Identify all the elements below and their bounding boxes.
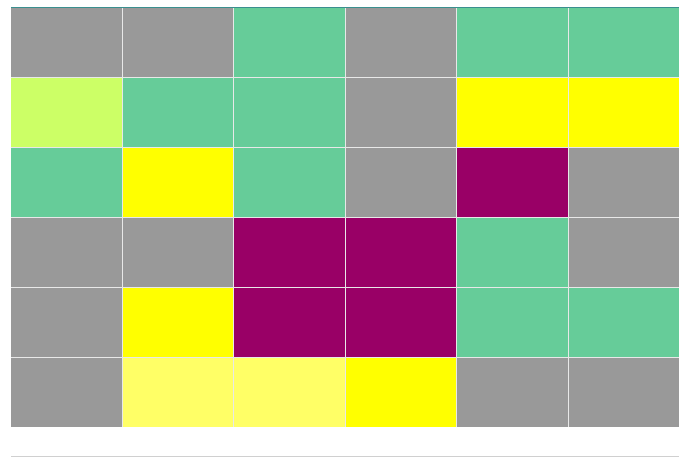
board-cell[interactable] xyxy=(234,288,345,357)
board-cell[interactable] xyxy=(345,8,456,77)
board-cell[interactable] xyxy=(234,358,345,427)
board-cell[interactable] xyxy=(11,358,122,427)
board-cell[interactable] xyxy=(345,288,456,357)
board-cell[interactable] xyxy=(122,148,233,217)
divider xyxy=(11,456,679,457)
board-cell[interactable] xyxy=(11,78,122,147)
board-cell[interactable] xyxy=(345,358,456,427)
board-cell[interactable] xyxy=(122,358,233,427)
board-cell[interactable] xyxy=(11,288,122,357)
board-cell[interactable] xyxy=(457,358,568,427)
board-cell[interactable] xyxy=(234,218,345,287)
board-cell[interactable] xyxy=(345,148,456,217)
board-cell[interactable] xyxy=(457,288,568,357)
board-cell[interactable] xyxy=(457,8,568,77)
board-cell[interactable] xyxy=(568,358,679,427)
board-cell[interactable] xyxy=(122,78,233,147)
game-board xyxy=(11,7,679,427)
board-cell[interactable] xyxy=(11,8,122,77)
board-cell[interactable] xyxy=(457,148,568,217)
board-cell[interactable] xyxy=(11,148,122,217)
board-cell[interactable] xyxy=(457,218,568,287)
board-cell[interactable] xyxy=(122,8,233,77)
board-cell[interactable] xyxy=(457,78,568,147)
board-cell[interactable] xyxy=(345,218,456,287)
board-cell[interactable] xyxy=(568,78,679,147)
board-cell[interactable] xyxy=(568,218,679,287)
board-cell[interactable] xyxy=(234,78,345,147)
board-cell[interactable] xyxy=(122,288,233,357)
board-cell[interactable] xyxy=(234,148,345,217)
board-cell[interactable] xyxy=(122,218,233,287)
board-cell[interactable] xyxy=(568,148,679,217)
board-cell[interactable] xyxy=(234,8,345,77)
board-cell[interactable] xyxy=(345,78,456,147)
board-cell[interactable] xyxy=(11,218,122,287)
board-cell[interactable] xyxy=(568,8,679,77)
board-cell[interactable] xyxy=(568,288,679,357)
